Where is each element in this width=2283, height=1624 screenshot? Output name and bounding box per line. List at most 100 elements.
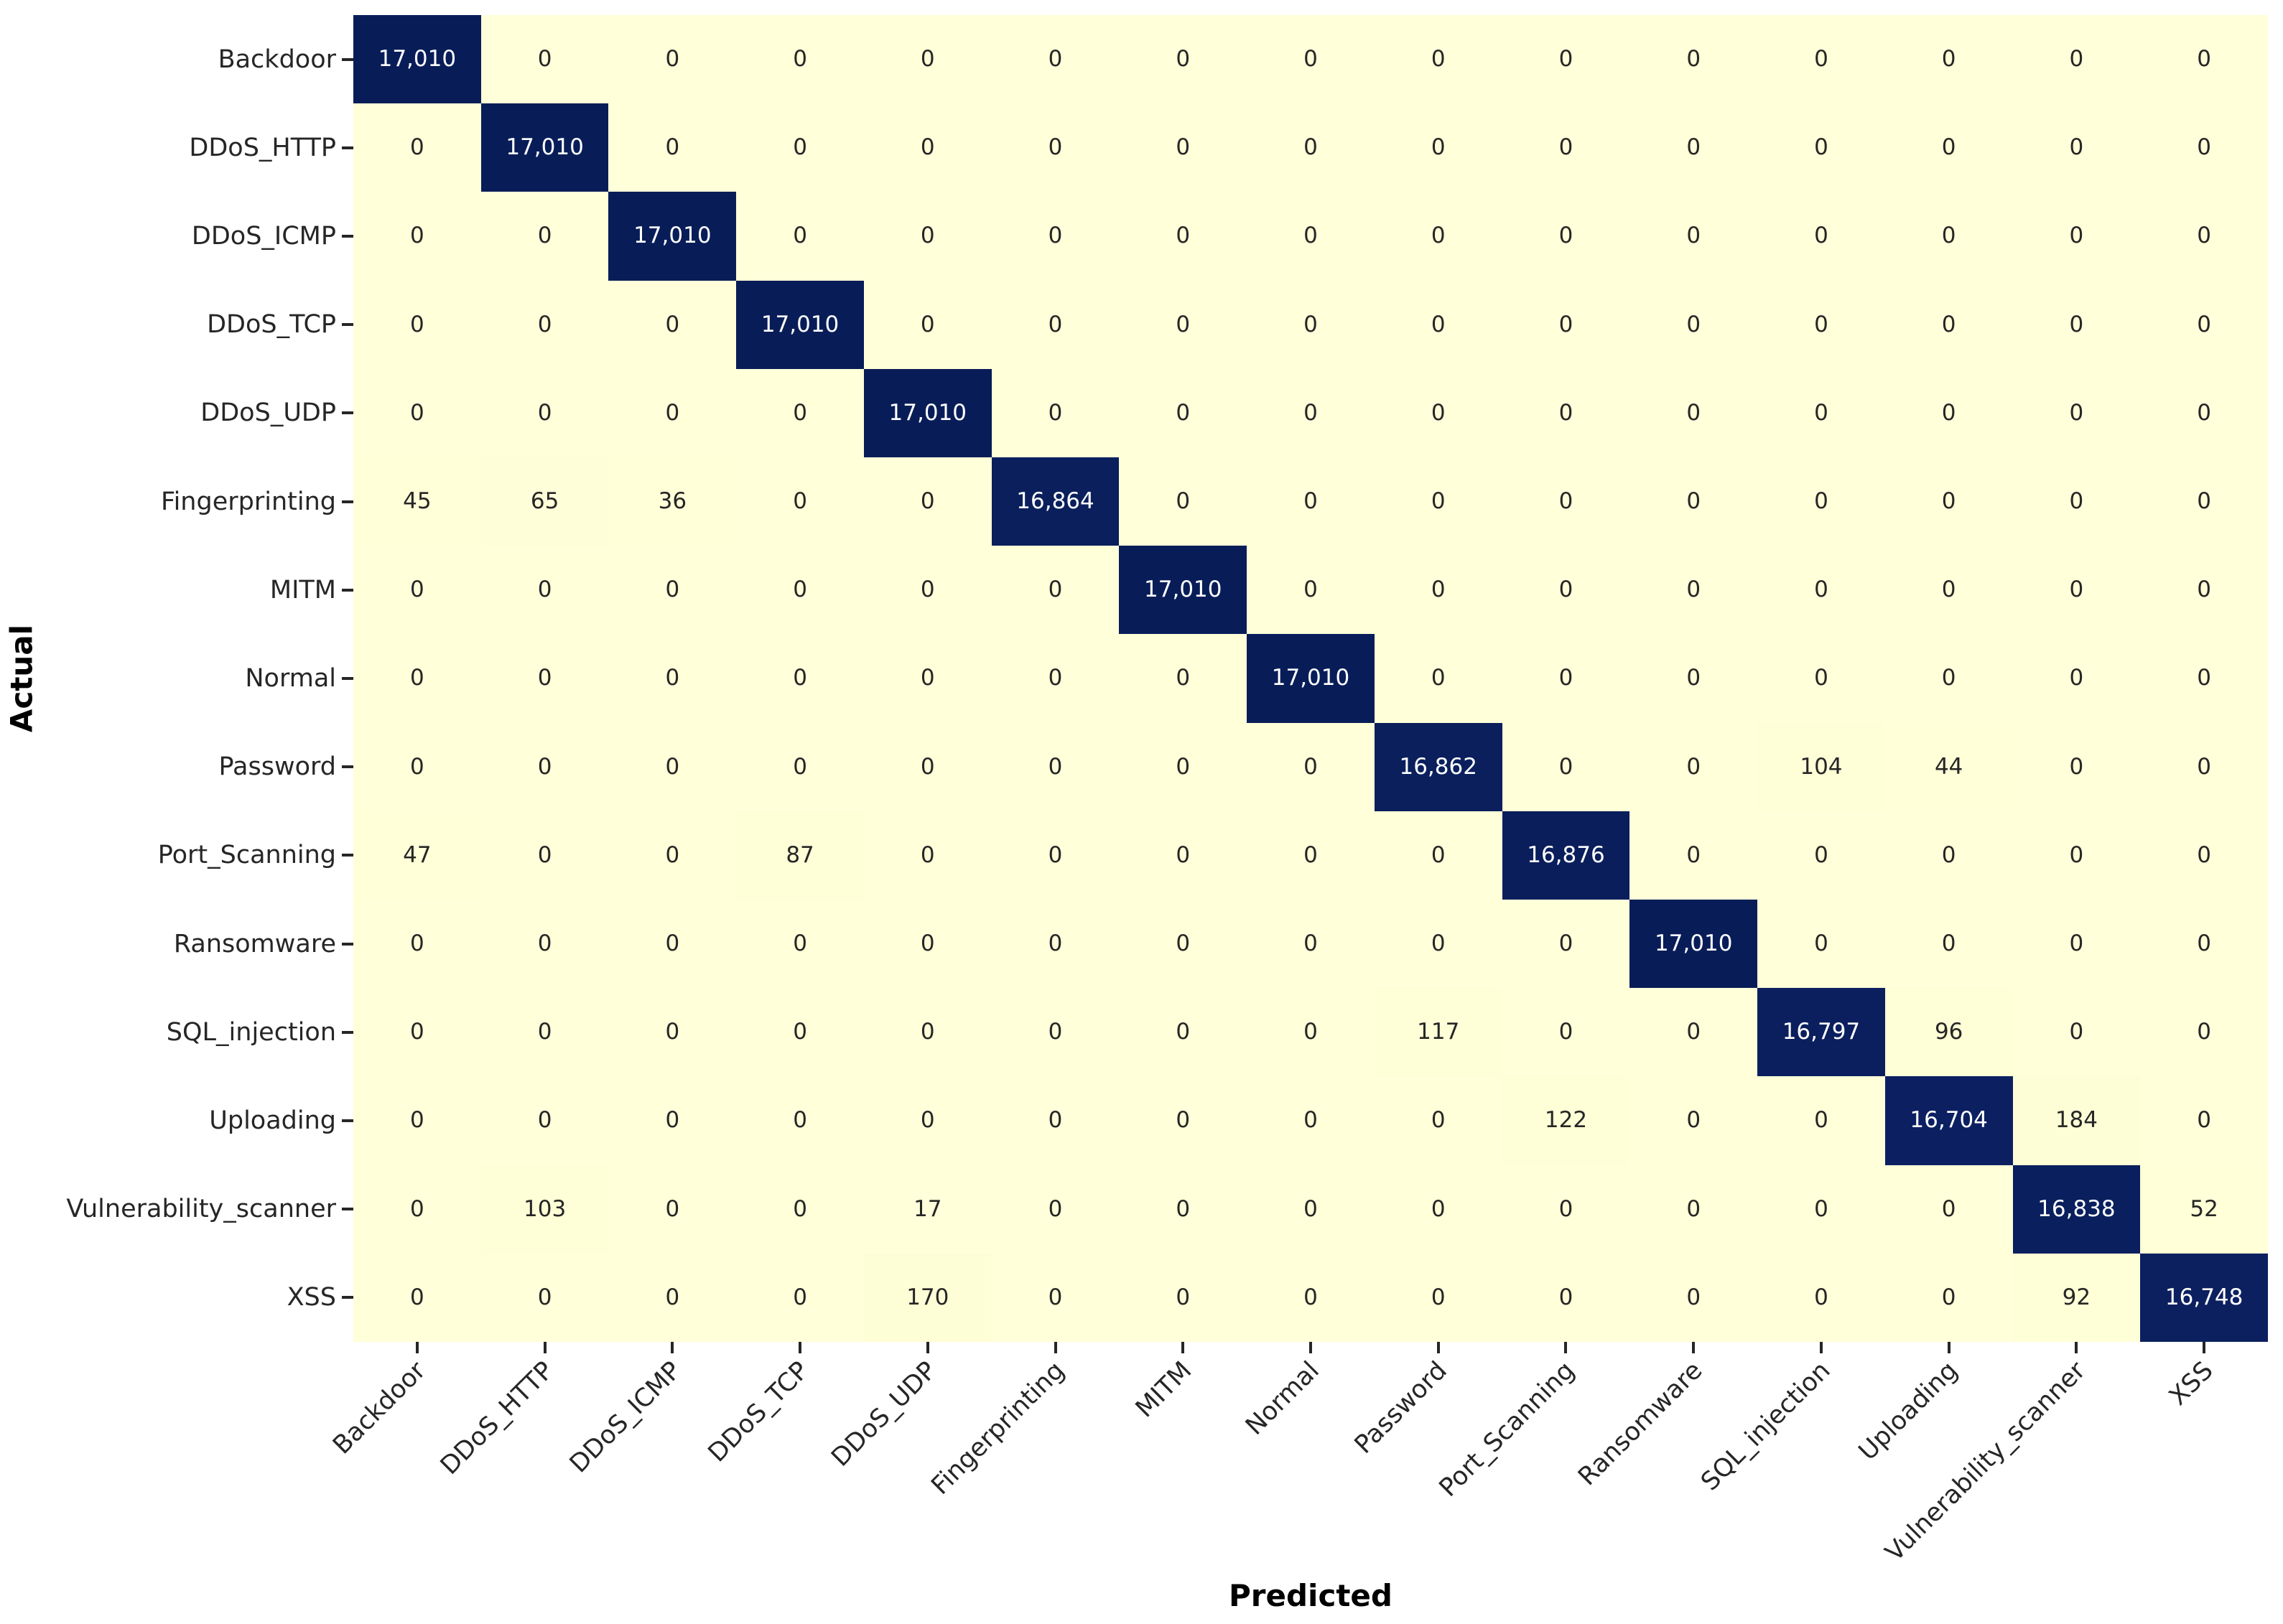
heatmap-cell: 16,876 [1502, 811, 1630, 900]
heatmap-cell: 0 [608, 988, 737, 1077]
cell-value: 0 [665, 841, 680, 868]
cell-value: 0 [1303, 1195, 1318, 1222]
cell-value: 0 [1431, 1107, 1446, 1134]
y-tick-mark [342, 677, 353, 680]
cell-value: 0 [665, 665, 680, 691]
heatmap-cell: 0 [353, 988, 481, 1077]
cell-value: 0 [1048, 311, 1063, 337]
cell-value: 0 [1814, 1107, 1828, 1134]
cell-value: 0 [1558, 223, 1573, 249]
heatmap-cell: 0 [353, 546, 481, 635]
heatmap-cell: 0 [2012, 988, 2141, 1077]
heatmap-cell: 0 [1374, 15, 1502, 104]
heatmap-cell: 184 [2012, 1076, 2141, 1165]
cell-value: 0 [1558, 1284, 1573, 1310]
heatmap-cell: 0 [1629, 192, 1758, 281]
cell-value: 170 [906, 1284, 949, 1310]
heatmap-cell: 0 [2012, 368, 2141, 457]
cell-value: 0 [1431, 665, 1446, 691]
y-tick-label: Normal [245, 664, 336, 693]
cell-value: 0 [409, 1107, 424, 1134]
x-tick-label: DDoS_UDP [826, 1356, 943, 1473]
heatmap-cell: 103 [480, 1165, 609, 1254]
heatmap-cell: 0 [608, 103, 737, 192]
heatmap-cell: 0 [1119, 192, 1247, 281]
heatmap-cell: 0 [991, 634, 1120, 723]
cell-value: 0 [793, 1107, 807, 1134]
cell-value: 92 [2062, 1284, 2091, 1310]
heatmap-cell: 0 [1374, 280, 1502, 369]
y-tick-mark [342, 1296, 353, 1299]
heatmap-cell: 0 [736, 1165, 864, 1254]
x-tick-label: Normal [1240, 1356, 1326, 1441]
heatmap-cell: 0 [863, 103, 992, 192]
heatmap-cell: 0 [1247, 899, 1375, 989]
cell-value: 0 [1941, 399, 1956, 426]
heatmap-cell: 0 [1757, 15, 1885, 104]
cell-value: 0 [665, 577, 680, 603]
heatmap-cell: 0 [736, 546, 864, 635]
heatmap-cell: 0 [736, 103, 864, 192]
cell-value: 0 [2197, 753, 2211, 780]
y-tick-label: XSS [287, 1283, 336, 1312]
cell-value: 0 [1303, 46, 1318, 73]
heatmap-cell: 0 [1119, 899, 1247, 989]
heatmap-cell: 0 [863, 457, 992, 546]
cell-value: 0 [1431, 577, 1446, 603]
cell-value: 0 [1558, 134, 1573, 161]
y-tick-label: Port_Scanning [157, 841, 336, 870]
cell-value: 0 [1558, 399, 1573, 426]
heatmap-cell: 0 [2012, 192, 2141, 281]
cell-value: 17,010 [1271, 665, 1350, 691]
cell-value: 0 [537, 399, 552, 426]
heatmap-cell: 0 [736, 192, 864, 281]
heatmap-cell: 0 [1119, 634, 1247, 723]
heatmap-cell: 0 [1119, 457, 1247, 546]
y-tick-label: SQL_injection [166, 1017, 336, 1047]
x-tick-label: XSS [2163, 1356, 2219, 1411]
heatmap-cell: 0 [1757, 899, 1885, 989]
heatmap-cell: 0 [480, 280, 609, 369]
cell-value: 0 [920, 841, 935, 868]
cell-value: 16,838 [2037, 1195, 2116, 1222]
heatmap-cell: 65 [480, 457, 609, 546]
heatmap-cell: 0 [353, 722, 481, 811]
heatmap-cell: 0 [1884, 546, 2013, 635]
cell-value: 0 [1048, 1107, 1063, 1134]
cell-value: 0 [2069, 223, 2084, 249]
cell-value: 0 [1686, 223, 1701, 249]
heatmap-cell: 0 [991, 722, 1120, 811]
heatmap-cell: 0 [608, 1253, 737, 1342]
cell-value: 0 [537, 1019, 552, 1045]
heatmap-cell: 0 [1884, 457, 2013, 546]
heatmap-cell: 0 [1757, 192, 1885, 281]
x-tick-label: Password [1349, 1356, 1454, 1460]
heatmap-cell: 0 [1119, 1076, 1247, 1165]
heatmap-cell: 0 [480, 634, 609, 723]
heatmap-cell: 47 [353, 811, 481, 900]
heatmap-cell: 0 [863, 1076, 992, 1165]
x-tick-label: Fingerprinting [926, 1356, 1070, 1501]
heatmap-cell: 0 [1502, 103, 1630, 192]
cell-value: 16,748 [2165, 1284, 2244, 1310]
cell-value: 0 [1814, 665, 1828, 691]
heatmap-cell: 0 [480, 546, 609, 635]
heatmap-cell: 0 [1247, 368, 1375, 457]
cell-value: 0 [793, 930, 807, 957]
heatmap-cell: 0 [353, 103, 481, 192]
heatmap-cell: 0 [1629, 988, 1758, 1077]
heatmap-cell: 0 [1119, 1165, 1247, 1254]
cell-value: 36 [658, 488, 687, 515]
cell-value: 0 [1176, 488, 1191, 515]
cell-value: 0 [1558, 311, 1573, 337]
x-tick-label: DDoS_TCP [702, 1356, 815, 1468]
heatmap-cell: 104 [1757, 722, 1885, 811]
heatmap-cell: 0 [480, 722, 609, 811]
x-tick-mark [1819, 1342, 1823, 1353]
cell-value: 0 [2197, 134, 2211, 161]
cell-value: 0 [665, 1107, 680, 1134]
cell-value: 0 [2197, 46, 2211, 73]
heatmap-cell: 0 [991, 1253, 1120, 1342]
cell-value: 0 [1303, 753, 1318, 780]
cell-value: 0 [1176, 753, 1191, 780]
